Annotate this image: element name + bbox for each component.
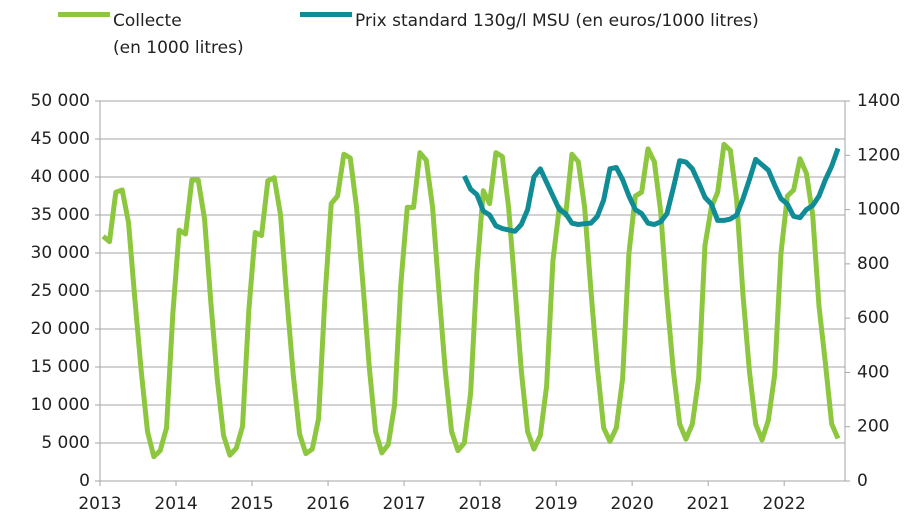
y2-tick-label: 1000 [857,200,900,220]
y-tick-label: 30 000 [31,243,90,263]
y-tick-label: 25 000 [31,281,90,301]
y2-tick-label: 1400 [857,91,900,111]
y-tick-label: 20 000 [31,319,90,339]
y2-tick-label: 0 [857,471,868,491]
series-line [462,147,841,234]
legend-label: Prix standard 130g/l MSU (en euros/1000 … [355,11,759,31]
x-tick-label: 2020 [611,494,654,514]
y-tick-label: 0 [79,471,90,491]
x-tick-label: 2021 [687,494,730,514]
x-tick-label: 2018 [458,494,501,514]
x-tick-label: 2022 [763,494,806,514]
y-tick-label: 40 000 [31,167,90,187]
y2-tick-label: 200 [857,417,889,437]
y2-tick-label: 600 [857,308,889,328]
legend-label: Collecte (en 1000 litres) [113,11,244,58]
x-tick-label: 2019 [534,494,577,514]
legend-swatch [300,12,352,17]
legend-swatch [58,12,110,17]
y-tick-label: 50 000 [31,91,90,111]
y-tick-label: 35 000 [31,205,90,225]
x-tick-label: 2013 [78,494,121,514]
y2-tick-label: 1200 [857,145,900,165]
y2-tick-label: 800 [857,254,889,274]
x-tick-label: 2015 [230,494,273,514]
x-tick-label: 2017 [382,494,425,514]
series-line [101,141,841,460]
x-tick-label: 2014 [154,494,197,514]
y2-tick-label: 400 [857,362,889,382]
y-tick-label: 15 000 [31,357,90,377]
y-tick-label: 45 000 [31,129,90,149]
y-tick-label: 10 000 [31,395,90,415]
y-tick-label: 5 000 [41,433,90,453]
x-tick-label: 2016 [306,494,349,514]
